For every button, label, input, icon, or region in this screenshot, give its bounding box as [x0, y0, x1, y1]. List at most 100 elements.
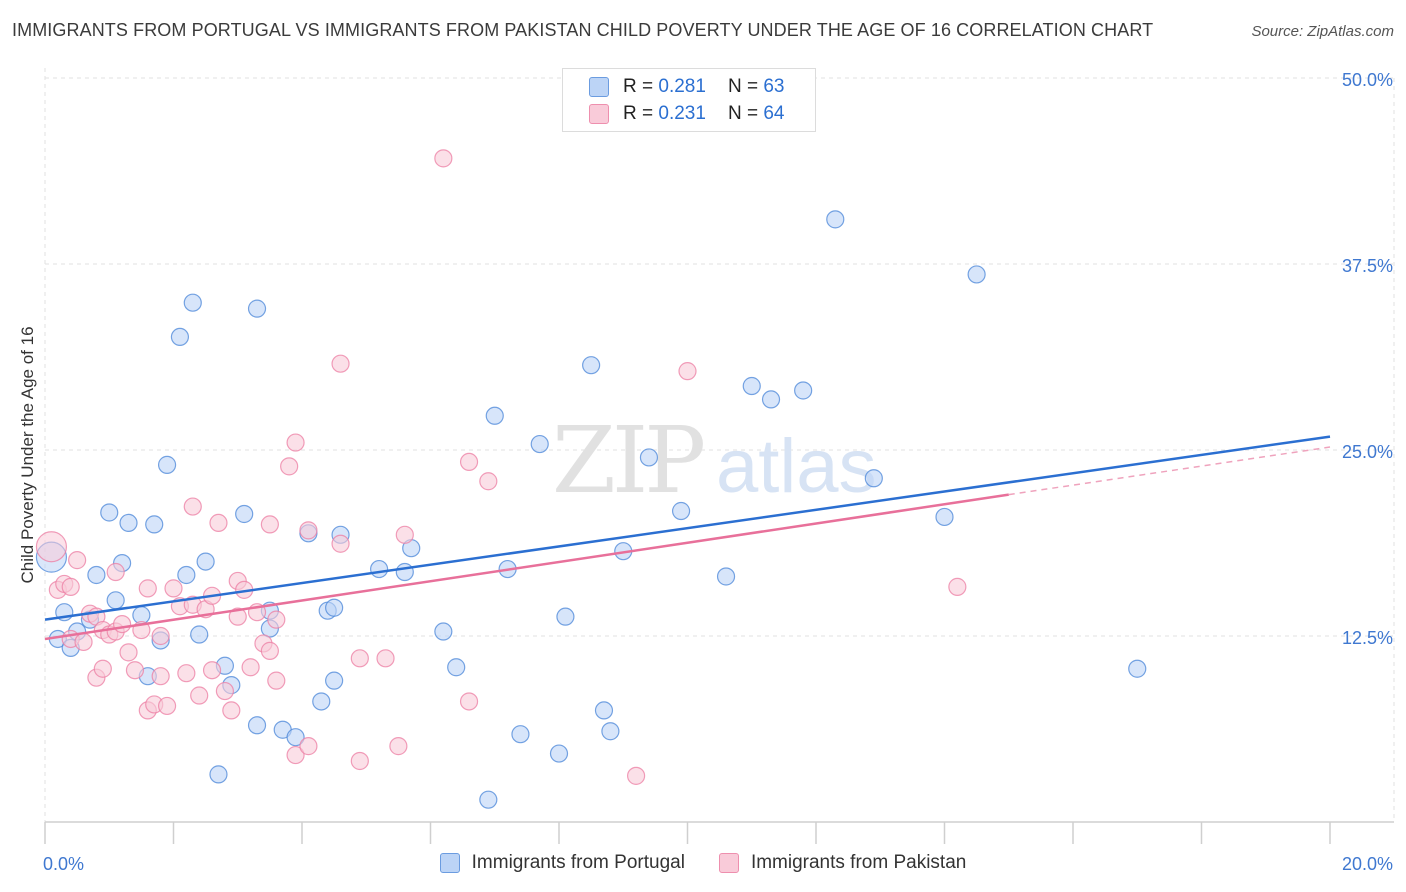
series-swatch-pakistan	[718, 853, 739, 873]
data-point	[183, 293, 202, 312]
data-point	[68, 551, 87, 570]
legend-swatch-pakistan	[589, 104, 609, 124]
watermark-zip: ZIP	[552, 407, 703, 514]
data-point	[434, 622, 453, 641]
data-point	[434, 149, 453, 168]
y-axis-tick-labels: 12.5% 25.0% 37.5% 50.0%	[1342, 70, 1393, 648]
data-point	[112, 614, 132, 634]
data-point	[742, 376, 761, 396]
data-point	[325, 598, 344, 617]
data-point	[716, 567, 736, 586]
data-point	[247, 716, 267, 735]
data-point	[235, 504, 254, 524]
legend-row-pakistan: R = 0.231 N = 64	[589, 102, 784, 126]
data-point	[350, 649, 369, 668]
data-point	[202, 661, 222, 680]
zipatlas-watermark: ZIP atlas	[552, 407, 877, 514]
scatter-points	[35, 149, 1147, 809]
data-point	[247, 299, 267, 318]
data-point	[119, 643, 138, 662]
data-point	[100, 503, 119, 522]
data-point	[286, 728, 305, 747]
series-legend-pakistan: Immigrants from Pakistan	[718, 852, 967, 874]
chart-title: IMMIGRANTS FROM PORTUGAL VS IMMIGRANTS F…	[12, 20, 1154, 40]
data-point	[639, 448, 659, 467]
data-point	[93, 659, 112, 678]
data-point	[511, 725, 530, 744]
data-point	[761, 390, 781, 409]
trend-line-portugal	[44, 435, 1331, 621]
data-point	[671, 501, 691, 521]
data-point	[177, 565, 196, 585]
data-point	[948, 577, 967, 596]
data-point	[260, 515, 279, 534]
data-point	[331, 354, 350, 373]
data-point	[601, 722, 620, 741]
data-point	[479, 790, 498, 809]
data-point	[260, 641, 279, 660]
data-point	[594, 701, 614, 720]
x-tick-label-min: 0.0%	[43, 854, 84, 874]
watermark-atlas: atlas	[716, 424, 877, 509]
series-legend-portugal: Immigrants from Portugal	[439, 852, 685, 874]
data-point	[228, 607, 247, 626]
data-point	[145, 515, 164, 534]
data-point	[447, 658, 466, 677]
data-point	[1128, 659, 1147, 678]
y-tick-label: 37.5%	[1342, 256, 1393, 276]
data-point	[350, 751, 369, 771]
data-point	[125, 661, 145, 680]
x-axis-ticks	[44, 822, 1331, 844]
data-point	[177, 664, 196, 683]
data-point	[479, 472, 498, 491]
data-point	[626, 766, 646, 785]
data-point	[389, 737, 408, 756]
data-point	[157, 696, 177, 716]
data-point	[106, 591, 125, 610]
legend-r-label: R =	[623, 76, 654, 97]
data-point	[209, 765, 228, 784]
legend-n-label: N =	[727, 76, 759, 97]
data-point	[196, 552, 215, 571]
data-point	[106, 562, 125, 582]
data-point	[459, 692, 479, 711]
trend-lines	[44, 435, 1331, 641]
y-tick-label: 25.0%	[1342, 442, 1393, 462]
legend-row-portugal: R = 0.281 N = 63	[589, 75, 784, 99]
data-point	[376, 649, 395, 668]
data-point	[370, 559, 389, 579]
data-point	[325, 671, 344, 690]
legend-n-value-portugal: 63	[763, 76, 785, 97]
data-point	[215, 681, 234, 701]
series-label-pakistan: Immigrants from Pakistan	[750, 852, 967, 873]
data-point	[190, 686, 209, 705]
data-point	[286, 745, 305, 765]
legend-swatch-portugal	[589, 77, 609, 97]
data-point	[678, 362, 697, 381]
source-label: Source: ZipAtlas.com	[1251, 23, 1394, 40]
y-tick-label: 50.0%	[1342, 70, 1393, 90]
data-point	[190, 625, 209, 644]
data-point	[280, 457, 299, 476]
data-point	[582, 356, 601, 375]
series-portugal-points	[35, 210, 1147, 809]
data-point	[299, 737, 318, 756]
data-point	[74, 632, 93, 652]
data-point	[485, 406, 504, 425]
series-label-portugal: Immigrants from Portugal	[471, 852, 685, 873]
data-point	[826, 210, 845, 229]
trend-line-pakistan	[44, 493, 1009, 641]
data-point	[209, 513, 228, 533]
data-point	[794, 381, 813, 400]
data-point	[395, 525, 414, 544]
data-point	[299, 521, 318, 540]
data-point	[530, 434, 549, 454]
data-point	[164, 579, 183, 598]
data-point	[119, 513, 138, 533]
y-axis-title: Child Poverty Under the Age of 16	[18, 326, 37, 583]
data-point	[35, 531, 68, 563]
data-point	[935, 507, 954, 527]
legend-r-label: R =	[623, 103, 654, 124]
data-point	[151, 626, 170, 646]
series-legend: Immigrants from Portugal Immigrants from…	[0, 852, 1406, 874]
